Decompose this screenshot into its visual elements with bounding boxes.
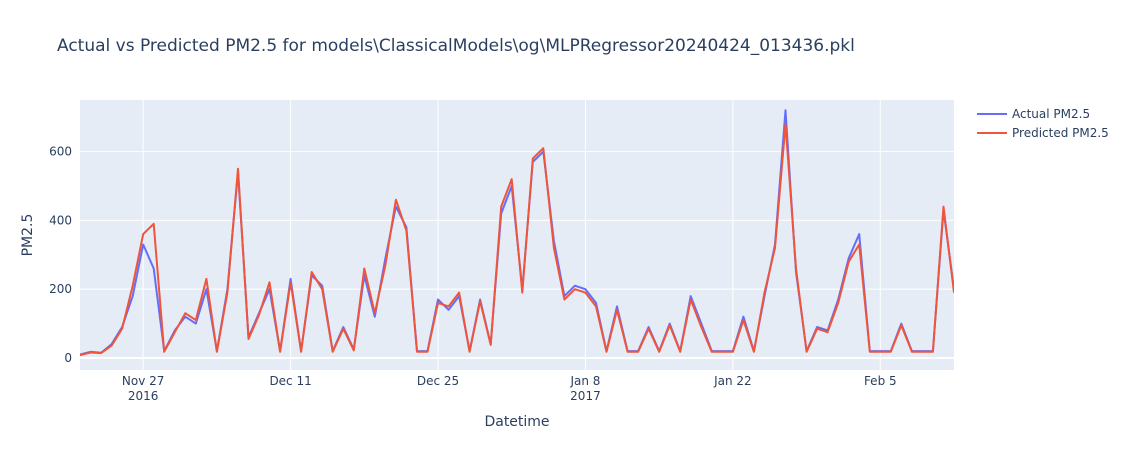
chart-title: Actual vs Predicted PM2.5 for models\Cla… <box>57 36 855 56</box>
y-tick-label: 600 <box>49 145 72 159</box>
y-tick-label: 200 <box>49 282 72 296</box>
x-tick-label: Jan 8 <box>569 374 600 388</box>
y-axis-title: PM2.5 <box>20 214 36 257</box>
legend-item-predicted[interactable]: Predicted PM2.5 <box>977 126 1109 140</box>
series-line-predicted <box>80 123 954 357</box>
series-lines <box>80 109 954 357</box>
legend-label: Predicted PM2.5 <box>1012 126 1109 140</box>
x-tick-label: Feb 5 <box>864 374 897 388</box>
x-tick-label: Jan 22 <box>713 374 752 388</box>
legend-label: Actual PM2.5 <box>1012 107 1090 121</box>
legend[interactable]: Actual PM2.5 Predicted PM2.5 <box>977 107 1109 140</box>
x-tick-label: Nov 27 <box>122 374 165 388</box>
x-tick-label: Dec 11 <box>269 374 311 388</box>
x-axis-title: Datetime <box>484 414 549 430</box>
x-tick-year-label: 2016 <box>128 389 159 403</box>
y-axis-ticks: 0 200 400 600 <box>49 145 72 365</box>
grid-lines <box>80 100 954 370</box>
y-tick-label: 0 <box>64 351 72 365</box>
x-tick-year-label: 2017 <box>570 389 601 403</box>
x-tick-label: Dec 25 <box>417 374 459 388</box>
legend-item-actual[interactable]: Actual PM2.5 <box>977 107 1090 121</box>
y-tick-label: 400 <box>49 213 72 227</box>
